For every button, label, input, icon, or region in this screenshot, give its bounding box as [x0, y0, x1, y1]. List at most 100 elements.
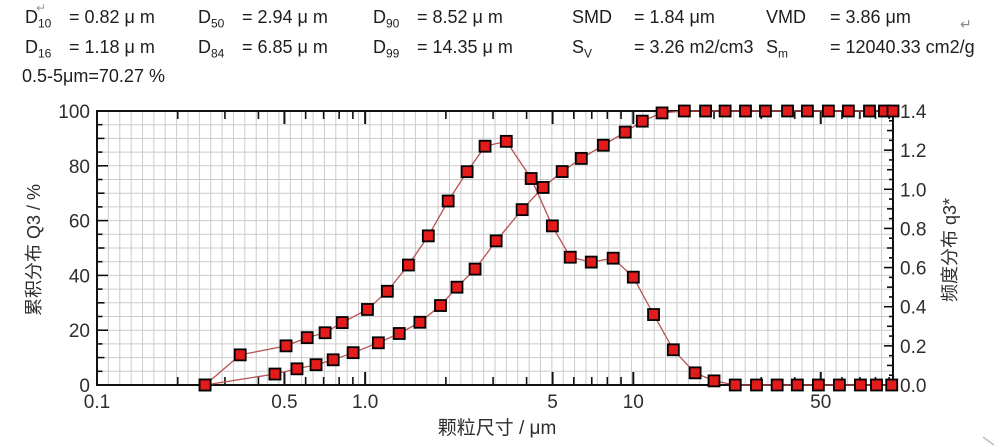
frequency-data-point-marker: [885, 378, 899, 392]
stat-name: S: [572, 37, 585, 57]
stat-sm: Sm = 12040.33 cm2/g: [766, 37, 975, 61]
x-tick-label: 0.1: [84, 392, 110, 413]
left-axis-title: 累积分布 Q3 / %: [24, 183, 44, 317]
stat-value: = 8.52 μ m: [417, 7, 503, 27]
cumulative-data-point-marker: [863, 104, 876, 118]
cumulative-data-point-marker: [739, 104, 752, 118]
cumulative-data-point-marker: [555, 165, 569, 178]
y-left-tick-label: 100: [58, 102, 90, 123]
stat-value: = 12040.33 cm2/g: [830, 37, 975, 57]
stat-sub: 90: [386, 16, 400, 31]
stat-d16: D16 = 1.18 μ m: [25, 37, 155, 61]
y-right-tick-label: 0.4: [900, 298, 927, 319]
frequency-data-point-marker: [380, 284, 394, 298]
x-axis-title: 颗粒尺寸 / μm: [437, 418, 557, 439]
frequency-data-point-marker: [626, 270, 640, 284]
corner-artifact: [982, 436, 995, 446]
frequency-data-point-marker: [421, 229, 435, 243]
frequency-data-point-marker: [441, 194, 455, 208]
cumulative-data-point-marker: [781, 104, 794, 118]
stat-sub: 16: [38, 46, 52, 61]
stat-name: D: [198, 7, 211, 27]
stat-value: = 1.18 μ m: [69, 37, 155, 57]
frequency-data-point-marker: [606, 251, 620, 265]
cumulative-data-point-marker: [759, 104, 772, 118]
return-mark-icon: ↵: [960, 16, 972, 32]
x-tick-label: 50: [810, 392, 831, 413]
frequency-data-point-marker: [279, 339, 293, 353]
cumulative-data-point-marker: [468, 262, 482, 276]
frequency-data-point-marker: [750, 378, 763, 392]
cumulative-data-point-marker: [309, 358, 323, 372]
cumulative-data-point-marker: [268, 367, 282, 381]
stat-name: VMD: [766, 7, 806, 27]
stat-d50: D50 = 2.94 μ m: [198, 7, 328, 31]
frequency-data-point-marker: [811, 378, 825, 392]
frequency-data-point-marker: [870, 378, 883, 392]
frequency-data-point-marker: [460, 165, 474, 179]
cumulative-data-point-marker: [371, 336, 385, 350]
cumulative-data-point-marker: [536, 181, 550, 194]
stat-name: D: [25, 37, 38, 57]
stat-value: = 0.82 μ m: [69, 7, 155, 27]
y-left-tick-label: 20: [69, 321, 90, 342]
x-tick-label: 0.5: [271, 392, 297, 413]
right-axis-title: 频度分布 q3*: [940, 197, 960, 303]
stat-range-percent: 0.5-5μm=70.27 %: [22, 66, 165, 86]
stat-smd: SMD = 1.84 μm: [572, 7, 715, 31]
frequency-data-point-marker: [335, 316, 349, 329]
stat-value: = 2.94 μ m: [242, 7, 328, 27]
cumulative-data-point-marker: [489, 234, 503, 248]
frequency-data-point-marker: [688, 366, 702, 380]
stat-sub: m: [778, 46, 789, 61]
x-tick-label: 10: [623, 392, 644, 413]
frequency-data-point-marker: [790, 378, 804, 392]
y-right-tick-label: 0.2: [900, 337, 926, 358]
frequency-data-point-marker: [478, 139, 492, 153]
frequency-data-point-marker: [499, 134, 513, 148]
plot-frame: [96, 110, 894, 386]
y-left-tick-label: 60: [69, 212, 90, 233]
stat-d10: D10 = 0.82 μ m: [25, 7, 155, 31]
x-tick-label: 5: [547, 392, 558, 413]
cumulative-data-point-marker: [718, 104, 732, 118]
stat-sub: 84: [211, 46, 225, 61]
frequency-data-point-marker: [300, 331, 314, 345]
stat-name: D: [25, 7, 38, 27]
frequency-data-point-marker: [584, 255, 598, 269]
frequency-data-point-marker: [833, 378, 846, 392]
cumulative-data-point-marker: [821, 104, 835, 118]
cumulative-data-point-marker: [574, 152, 588, 165]
y-right-tick-label: 1.0: [900, 180, 926, 201]
stat-name: D: [198, 37, 211, 57]
cumulative-data-point-marker: [801, 104, 814, 118]
cumulative-data-point-marker: [434, 299, 447, 312]
cumulative-data-point-marker: [655, 106, 669, 120]
cumulative-data-point-marker: [290, 362, 304, 376]
stat-vmd: VMD = 3.86 μm: [766, 7, 911, 31]
frequency-curve: [204, 140, 892, 386]
frequency-data-point-marker: [402, 258, 415, 272]
stat-name: D: [373, 37, 386, 57]
cumulative-data-point-marker: [450, 280, 464, 294]
y-right-tick-label: 1.4: [900, 102, 927, 123]
y-left-tick-label: 40: [69, 266, 90, 287]
stat-value: = 3.26 m2/cm3: [634, 37, 754, 57]
frequency-data-point-marker: [233, 348, 247, 362]
y-right-tick-label: 0.6: [900, 259, 926, 280]
frequency-data-point-marker: [563, 250, 577, 264]
frequency-data-point-marker: [770, 378, 784, 392]
frequency-data-point-marker: [854, 378, 867, 392]
cumulative-data-point-marker: [596, 138, 610, 152]
frequency-data-point-marker: [666, 343, 680, 357]
stat-sub: 50: [211, 16, 225, 31]
stat-sub: 99: [386, 46, 400, 61]
frequency-data-point-marker: [198, 378, 212, 392]
stat-value: = 6.85 μ m: [242, 37, 328, 57]
stat-sub: V: [584, 46, 593, 61]
stat-d90: D90 = 8.52 μ m: [373, 7, 503, 31]
return-mark-icon: ↵: [36, 1, 47, 15]
stat-d99: D99 = 14.35 μ m: [373, 37, 513, 61]
